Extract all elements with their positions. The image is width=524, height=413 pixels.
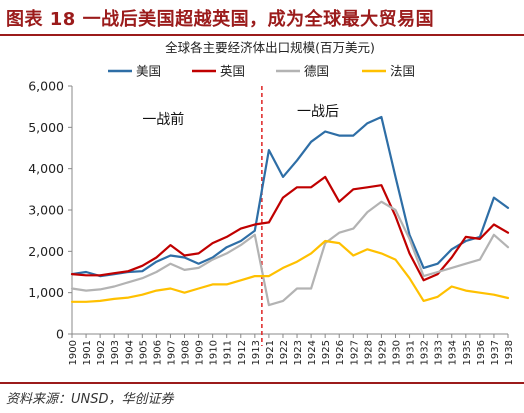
x-axis: 1900 1901 1902 1903 1904 1905 1906 1907 1908 1909… <box>68 333 515 365</box>
x-tick-label: 1904 <box>124 340 135 365</box>
x-tick-label: 1913 <box>251 340 262 365</box>
export-line-chart: 全球各主要经济体出口规模(百万美元) 美国 英国 德国 法国 0 1,000 2,000 3… <box>28 40 515 365</box>
x-tick-label: 1902 <box>96 340 107 365</box>
annotations: 一战前 一战后 <box>142 104 339 128</box>
y-tick-label: 4,000 <box>28 161 64 176</box>
header-rule <box>0 34 524 36</box>
report-header: 图表 18 一战后美国超越英国，成为全球最大贸易国 <box>0 0 524 32</box>
x-tick-label: 1937 <box>490 340 501 365</box>
legend-label: 美国 <box>136 64 161 79</box>
x-tick-label: 1911 <box>223 340 234 365</box>
series-line <box>70 200 510 307</box>
chart-title: 全球各主要经济体出口规模(百万美元) <box>165 40 375 55</box>
x-tick-label: 1908 <box>181 340 192 365</box>
x-tick-label: 1921 <box>265 340 276 365</box>
x-tick-label: 1910 <box>209 340 220 365</box>
legend-label: 英国 <box>220 64 245 79</box>
y-tick-label: 2,000 <box>28 244 64 259</box>
x-tick-label: 1929 <box>377 340 388 365</box>
figure-title: 图表 18 一战后美国超越英国，成为全球最大贸易国 <box>6 9 435 30</box>
x-tick-label: 1912 <box>237 340 248 365</box>
x-tick-label: 1930 <box>391 340 402 365</box>
x-tick-label: 1936 <box>476 340 487 365</box>
x-tick-label: 1909 <box>195 340 206 365</box>
x-tick-label: 1907 <box>166 340 177 365</box>
x-tick-label: 1926 <box>335 340 346 365</box>
series-line <box>70 239 510 303</box>
y-tick-label: 6,000 <box>28 79 64 94</box>
footer-rule <box>0 382 524 384</box>
y-axis: 0 1,000 2,000 3,000 4,000 5,000 6,000 <box>28 79 73 342</box>
x-tick-label: 1924 <box>307 340 318 365</box>
x-tick-label: 1938 <box>504 340 515 365</box>
x-tick-label: 1905 <box>138 340 149 365</box>
x-tick-label: 1934 <box>448 340 459 365</box>
x-tick-label: 1932 <box>420 340 431 365</box>
x-tick-label: 1903 <box>110 340 121 365</box>
y-tick-label: 1,000 <box>28 285 64 300</box>
x-tick-label: 1935 <box>462 340 473 365</box>
annotation-label: 一战后 <box>297 104 339 120</box>
x-tick-label: 1925 <box>321 340 332 365</box>
annotation-label: 一战前 <box>142 111 184 128</box>
x-tick-label: 1906 <box>152 340 163 365</box>
chart-legend: 美国 英国 德国 法国 <box>108 64 415 79</box>
x-tick-label: 1933 <box>434 340 445 365</box>
x-tick-label: 1922 <box>279 340 290 365</box>
legend-label: 德国 <box>304 64 329 79</box>
x-tick-label: 1923 <box>293 340 304 365</box>
series-lines <box>70 115 510 307</box>
series-line <box>70 175 510 282</box>
y-tick-label: 3,000 <box>28 203 64 218</box>
x-tick-label: 1927 <box>349 340 360 365</box>
x-tick-label: 1931 <box>406 340 417 365</box>
source-note: 资料来源：UNSD，华创证券 <box>6 392 174 407</box>
x-tick-label: 1900 <box>68 340 79 365</box>
series-line <box>70 115 510 278</box>
x-tick-label: 1928 <box>363 340 374 365</box>
x-tick-label: 1901 <box>82 340 93 365</box>
y-tick-label: 0 <box>56 327 64 342</box>
y-tick-label: 5,000 <box>28 120 64 135</box>
legend-label: 法国 <box>390 64 415 79</box>
